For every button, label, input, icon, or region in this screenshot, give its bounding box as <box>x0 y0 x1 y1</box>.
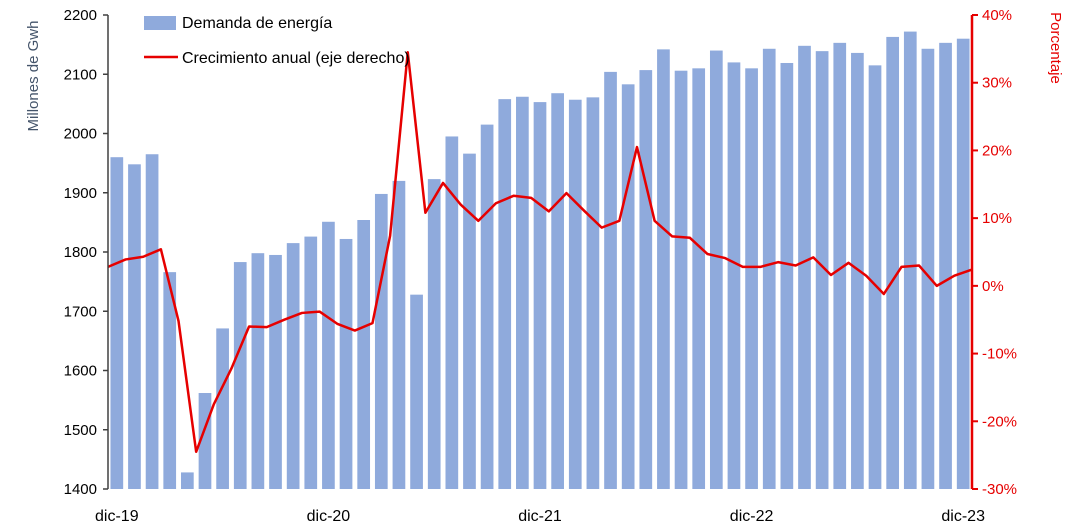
bar <box>728 62 741 489</box>
bar <box>851 53 864 489</box>
legend-line-label: Crecimiento anual (eje derecho) <box>182 50 410 67</box>
x-tick-label: dic-21 <box>518 508 562 525</box>
y-tick-label: 1400 <box>64 481 97 498</box>
bar <box>957 39 970 489</box>
bar <box>146 154 159 489</box>
legend-bar-label: Demanda de energía <box>182 15 332 32</box>
y-tick-label: 1900 <box>64 185 97 202</box>
bar <box>498 99 511 489</box>
y2-tick-label: -10% <box>982 346 1017 363</box>
bar <box>675 71 688 489</box>
y-axis-title: Millones de Gwh <box>25 21 42 132</box>
y2-tick-label: -30% <box>982 481 1017 498</box>
bar <box>110 157 123 489</box>
legend: Demanda de energía Crecimiento anual (ej… <box>144 15 410 67</box>
bar <box>128 164 141 489</box>
y2-tick-label: 40% <box>982 7 1012 24</box>
bar <box>357 220 370 489</box>
bar <box>904 32 917 489</box>
bar <box>657 49 670 489</box>
bar <box>869 65 882 489</box>
bar <box>710 51 723 489</box>
bar <box>622 84 635 489</box>
bar <box>340 239 353 489</box>
y2-tick-label: 10% <box>982 210 1012 227</box>
bar <box>886 37 899 489</box>
bar <box>481 125 494 489</box>
bar <box>410 295 423 489</box>
y-tick-label: 2200 <box>64 7 97 24</box>
y2-tick-label: 0% <box>982 278 1004 295</box>
y2-tick-label: 30% <box>982 75 1012 92</box>
bar <box>428 179 441 489</box>
bar <box>781 63 794 489</box>
y2-tick-label: 20% <box>982 142 1012 159</box>
bar <box>763 49 776 489</box>
bar <box>639 70 652 489</box>
bar <box>375 194 388 489</box>
bar <box>587 97 600 489</box>
bar <box>534 102 547 489</box>
bar <box>939 43 952 489</box>
bar <box>463 154 476 489</box>
bar <box>287 243 300 489</box>
bar <box>181 472 194 489</box>
bar <box>393 181 406 489</box>
y-tick-label: 1800 <box>64 244 97 261</box>
legend-bar-swatch <box>144 16 176 30</box>
bar <box>551 93 564 489</box>
bar <box>322 222 335 489</box>
bar <box>216 328 229 489</box>
bars-layer <box>110 32 969 489</box>
bar <box>604 72 617 489</box>
bar <box>234 262 247 489</box>
bar <box>569 100 582 489</box>
bar <box>692 68 705 489</box>
bar <box>304 237 317 489</box>
bar <box>269 255 282 489</box>
bar <box>745 68 758 489</box>
bar <box>798 46 811 489</box>
bar <box>252 253 265 489</box>
y-tick-label: 1700 <box>64 303 97 320</box>
y2-tick-label: -20% <box>982 413 1017 430</box>
y2-axis-title: Porcentaje <box>1047 12 1064 84</box>
y-tick-label: 1500 <box>64 422 97 439</box>
x-tick-label: dic-20 <box>307 508 351 525</box>
x-tick-label: dic-23 <box>941 508 985 525</box>
x-tick-label: dic-19 <box>95 508 139 525</box>
bar <box>516 97 529 489</box>
y-tick-label: 1600 <box>64 363 97 380</box>
y-tick-label: 2000 <box>64 126 97 143</box>
y-tick-label: 2100 <box>64 66 97 83</box>
x-tick-label: dic-22 <box>730 508 774 525</box>
